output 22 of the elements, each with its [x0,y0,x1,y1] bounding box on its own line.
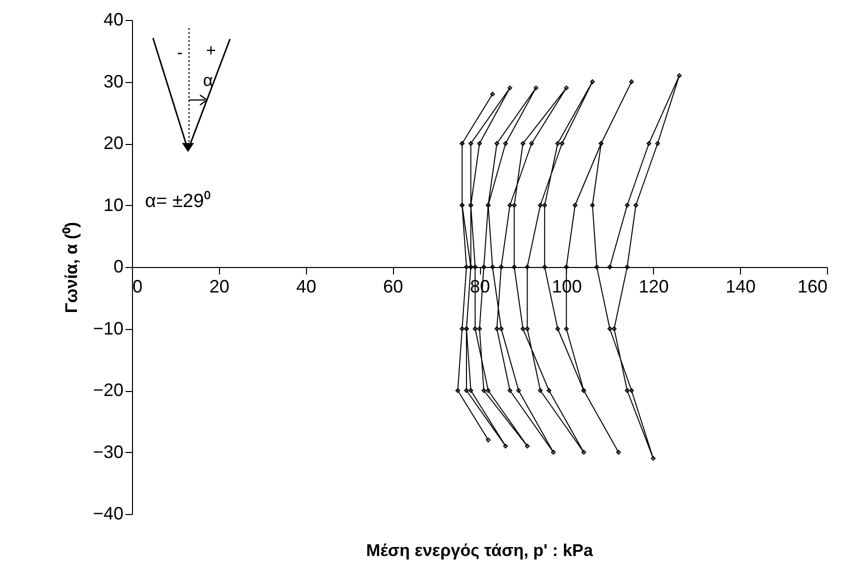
x-tick-label: 60 [383,276,404,296]
x-tick-label: 120 [638,276,669,296]
x-tick-label: 40 [296,276,316,296]
y-tick-label: −10 [92,318,124,338]
y-tick-label: −20 [92,380,124,400]
annotation: + [206,41,216,60]
annotation: α= ±29⁰ [145,190,211,212]
y-tick-label: 10 [103,194,124,215]
annotation: α [203,71,213,90]
x-tick-label: 160 [797,276,828,296]
annotation: - [177,43,183,62]
x-axis-title: Μέση ενεργός τάση, p' : kPa [366,541,594,560]
y-tick-label: 0 [113,256,124,276]
x-tick-label: 0 [132,276,143,296]
y-tick-label: −40 [92,504,124,524]
y-tick-label: −30 [92,442,124,462]
x-tick-label: 20 [209,276,230,296]
x-tick-label: 140 [726,276,756,296]
y-tick-label: 40 [103,10,124,30]
y-axis-title: Γωνία, α (⁰) [62,222,81,314]
y-tick-label: 30 [103,71,124,92]
y-tick-label: 20 [103,133,124,153]
